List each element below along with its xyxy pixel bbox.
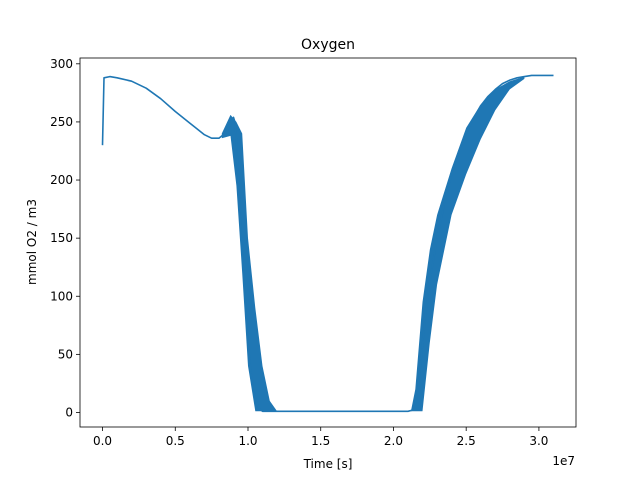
- chart-title: Oxygen: [301, 37, 355, 53]
- axes: 0.0 0.5 1.0 1.5 2.0 2.5 3.0 0 50 100 150 200 250 300: [50, 57, 577, 448]
- y-axis-label: mmol O2 / m3: [25, 199, 39, 285]
- y-tick-label: 300: [50, 57, 73, 71]
- y-tick-label: 150: [50, 231, 73, 245]
- y-tick-label: 250: [50, 115, 73, 129]
- axes-frame: [79, 57, 577, 428]
- x-axis-offset-label: 1e7: [552, 454, 575, 468]
- x-tick-label: 0.5: [166, 434, 185, 448]
- x-tick-label: 1.0: [238, 434, 257, 448]
- x-tick-label: 3.0: [529, 434, 548, 448]
- x-axis-label: Time [s]: [303, 457, 353, 471]
- y-tick-label: 0: [65, 405, 73, 419]
- y-tick-label: 100: [50, 289, 73, 303]
- y-tick-label: 50: [58, 347, 73, 361]
- x-tick-label: 2.0: [384, 434, 403, 448]
- series-line-0: [101, 74, 554, 413]
- x-tick-label: 1.5: [311, 434, 330, 448]
- x-tick-label: 2.5: [457, 434, 476, 448]
- x-tick-label: 0.0: [93, 434, 112, 448]
- y-tick-label: 200: [50, 173, 73, 187]
- plot-area: [101, 74, 554, 413]
